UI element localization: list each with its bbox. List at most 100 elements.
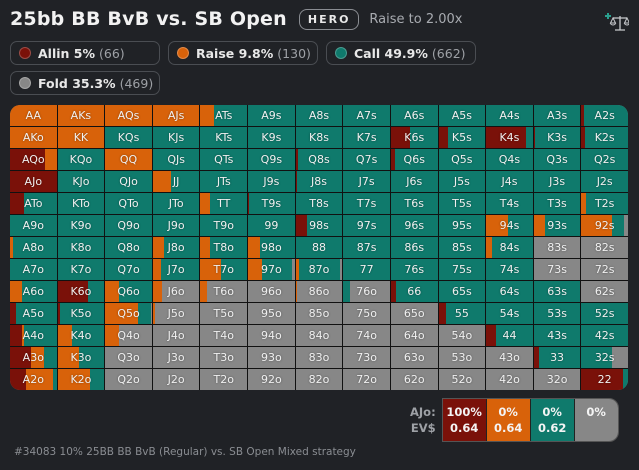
hand-cell-QTo[interactable]: QTo — [105, 193, 152, 214]
hand-cell-22[interactable]: 22 — [581, 369, 628, 390]
hand-cell-AA[interactable]: AA — [10, 105, 57, 126]
legend-item-fold[interactable]: Fold 35.3% (469) — [10, 71, 160, 95]
hand-cell-87s[interactable]: 87s — [343, 237, 390, 258]
hand-cell-44[interactable]: 44 — [486, 325, 533, 346]
hand-cell-QQ[interactable]: QQ — [105, 149, 152, 170]
hand-cell-T7s[interactable]: T7s — [343, 193, 390, 214]
hand-cell-63o[interactable]: 63o — [390, 347, 438, 368]
hand-cell-42s[interactable]: 42s — [581, 325, 628, 346]
hand-cell-65o[interactable]: 65o — [390, 303, 438, 324]
hand-cell-Q4o[interactable]: Q4o — [105, 325, 152, 346]
hand-cell-AJs[interactable]: AJs — [152, 105, 200, 126]
hand-cell-KQs[interactable]: KQs — [105, 127, 152, 148]
hand-cell-82s[interactable]: 82s — [581, 237, 628, 258]
legend-item-raise[interactable]: Raise 9.8% (130) — [168, 41, 318, 65]
hand-cell-T8o[interactable]: T8o — [200, 237, 248, 258]
hand-cell-75s[interactable]: 75s — [438, 259, 486, 280]
hero-badge[interactable]: HERO — [298, 8, 360, 30]
hand-cell-94o[interactable]: 94o — [248, 325, 295, 346]
hand-cell-T2o[interactable]: T2o — [200, 369, 248, 390]
hand-cell-Q3o[interactable]: Q3o — [105, 347, 152, 368]
scale-plus-icon[interactable] — [603, 10, 631, 34]
hand-cell-ATo[interactable]: ATo — [10, 193, 57, 214]
hand-cell-K7s[interactable]: K7s — [343, 127, 390, 148]
hand-cell-Q5o[interactable]: Q5o — [105, 303, 152, 324]
hand-cell-T8s[interactable]: T8s — [295, 193, 343, 214]
hand-cell-K4o[interactable]: K4o — [57, 325, 105, 346]
hand-cell-42o[interactable]: 42o — [486, 369, 533, 390]
hand-cell-J6o[interactable]: J6o — [152, 281, 200, 302]
hand-cell-85s[interactable]: 85s — [438, 237, 486, 258]
hand-cell-KK[interactable]: KK — [57, 127, 105, 148]
hand-cell-K5s[interactable]: K5s — [438, 127, 486, 148]
hand-cell-54o[interactable]: 54o — [438, 325, 486, 346]
hand-cell-32s[interactable]: 32s — [581, 347, 628, 368]
hand-cell-K9s[interactable]: K9s — [248, 127, 295, 148]
hand-cell-53o[interactable]: 53o — [438, 347, 486, 368]
hand-cell-K2o[interactable]: K2o — [57, 369, 105, 390]
hand-cell-K6s[interactable]: K6s — [390, 127, 438, 148]
hand-cell-A3o[interactable]: A3o — [10, 347, 57, 368]
hand-cell-82o[interactable]: 82o — [295, 369, 343, 390]
hand-cell-83s[interactable]: 83s — [533, 237, 581, 258]
hand-cell-JTs[interactable]: JTs — [200, 171, 248, 192]
hand-cell-T9s[interactable]: T9s — [248, 193, 295, 214]
hand-cell-TT[interactable]: TT — [200, 193, 248, 214]
hand-cell-J7o[interactable]: J7o — [152, 259, 200, 280]
hand-cell-T5o[interactable]: T5o — [200, 303, 248, 324]
hand-cell-73o[interactable]: 73o — [343, 347, 390, 368]
hand-cell-AJo[interactable]: AJo — [10, 171, 57, 192]
hand-cell-86o[interactable]: 86o — [295, 281, 343, 302]
hand-cell-K3o[interactable]: K3o — [57, 347, 105, 368]
hand-cell-K4s[interactable]: K4s — [486, 127, 533, 148]
legend-item-call[interactable]: Call 49.9% (662) — [326, 41, 476, 65]
hand-cell-T4s[interactable]: T4s — [486, 193, 533, 214]
hand-cell-77[interactable]: 77 — [343, 259, 390, 280]
hand-cell-65s[interactable]: 65s — [438, 281, 486, 302]
hand-cell-Q8s[interactable]: Q8s — [295, 149, 343, 170]
hand-cell-Q5s[interactable]: Q5s — [438, 149, 486, 170]
hand-cell-T5s[interactable]: T5s — [438, 193, 486, 214]
hand-cell-T4o[interactable]: T4o — [200, 325, 248, 346]
hand-cell-AKs[interactable]: AKs — [57, 105, 105, 126]
hand-cell-A4o[interactable]: A4o — [10, 325, 57, 346]
hand-cell-83o[interactable]: 83o — [295, 347, 343, 368]
hand-cell-KTo[interactable]: KTo — [57, 193, 105, 214]
hand-cell-Q6o[interactable]: Q6o — [105, 281, 152, 302]
hand-cell-43s[interactable]: 43s — [533, 325, 581, 346]
hand-cell-A7o[interactable]: A7o — [10, 259, 57, 280]
hand-cell-76s[interactable]: 76s — [390, 259, 438, 280]
hand-cell-K6o[interactable]: K6o — [57, 281, 105, 302]
hand-cell-53s[interactable]: 53s — [533, 303, 581, 324]
hand-cell-95s[interactable]: 95s — [438, 215, 486, 236]
hand-cell-85o[interactable]: 85o — [295, 303, 343, 324]
hand-cell-A2s[interactable]: A2s — [581, 105, 628, 126]
hand-cell-J8s[interactable]: J8s — [295, 171, 343, 192]
hand-cell-K3s[interactable]: K3s — [533, 127, 581, 148]
hand-cell-T3o[interactable]: T3o — [200, 347, 248, 368]
hand-cell-A5s[interactable]: A5s — [438, 105, 486, 126]
hand-cell-J4s[interactable]: J4s — [486, 171, 533, 192]
hand-cell-J9s[interactable]: J9s — [248, 171, 295, 192]
hand-cell-99[interactable]: 99 — [248, 215, 295, 236]
hand-cell-33[interactable]: 33 — [533, 347, 581, 368]
hand-cell-K7o[interactable]: K7o — [57, 259, 105, 280]
hand-cell-43o[interactable]: 43o — [486, 347, 533, 368]
hand-cell-86s[interactable]: 86s — [390, 237, 438, 258]
hand-cell-KQo[interactable]: KQo — [57, 149, 105, 170]
hand-cell-75o[interactable]: 75o — [343, 303, 390, 324]
hand-cell-K9o[interactable]: K9o — [57, 215, 105, 236]
hand-cell-92s[interactable]: 92s — [581, 215, 628, 236]
hand-cell-KTs[interactable]: KTs — [200, 127, 248, 148]
hand-cell-J8o[interactable]: J8o — [152, 237, 200, 258]
hand-cell-84s[interactable]: 84s — [486, 237, 533, 258]
hand-cell-98s[interactable]: 98s — [295, 215, 343, 236]
hand-cell-Q7s[interactable]: Q7s — [343, 149, 390, 170]
hand-cell-ATs[interactable]: ATs — [200, 105, 248, 126]
hand-cell-52o[interactable]: 52o — [438, 369, 486, 390]
hand-cell-KJo[interactable]: KJo — [57, 171, 105, 192]
hand-cell-A6o[interactable]: A6o — [10, 281, 57, 302]
hand-cell-J9o[interactable]: J9o — [152, 215, 200, 236]
hand-cell-A9s[interactable]: A9s — [248, 105, 295, 126]
hand-cell-88[interactable]: 88 — [295, 237, 343, 258]
